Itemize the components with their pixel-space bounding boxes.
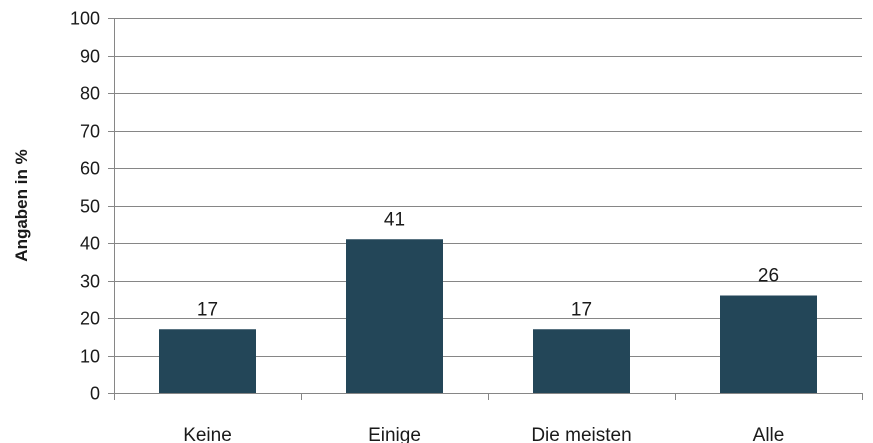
- data-label-alle: 26: [758, 266, 779, 287]
- category-label-einige: Einige: [368, 425, 421, 443]
- y-axis-title: Angaben in %: [12, 149, 31, 261]
- axes: [108, 18, 863, 400]
- y-tick-label-60: 60: [80, 159, 100, 179]
- y-tick-label-10: 10: [80, 347, 100, 367]
- y-tick-label-70: 70: [80, 122, 100, 142]
- y-tick-label-50: 50: [80, 197, 100, 217]
- y-tick-label-0: 0: [90, 384, 100, 404]
- category-label-keine: Keine: [183, 425, 232, 443]
- bars: [159, 239, 817, 393]
- data-labels: 17 41 17 26: [197, 209, 779, 320]
- bar-keine: [159, 329, 256, 393]
- category-label-die-meisten: Die meisten: [531, 425, 631, 443]
- data-label-keine: 17: [197, 299, 218, 320]
- y-tick-label-90: 90: [80, 47, 100, 67]
- grid-lines: [114, 18, 862, 357]
- y-tick-label-40: 40: [80, 234, 100, 254]
- bar-die-meisten: [533, 329, 630, 393]
- bar-alle: [720, 295, 817, 393]
- data-label-die-meisten: 17: [571, 299, 592, 320]
- category-label-alle: Alle: [753, 425, 785, 443]
- data-label-einige: 41: [384, 209, 405, 230]
- category-labels: Keine Einige Die meisten Alle: [183, 425, 784, 443]
- y-tick-label-100: 100: [70, 9, 100, 29]
- y-tick-label-20: 20: [80, 309, 100, 329]
- y-tick-label-30: 30: [80, 272, 100, 292]
- y-tick-labels: 0 10 20 30 40 50 60 70 80 90 100: [70, 9, 100, 404]
- bar-einige: [346, 239, 443, 393]
- y-tick-label-80: 80: [80, 84, 100, 104]
